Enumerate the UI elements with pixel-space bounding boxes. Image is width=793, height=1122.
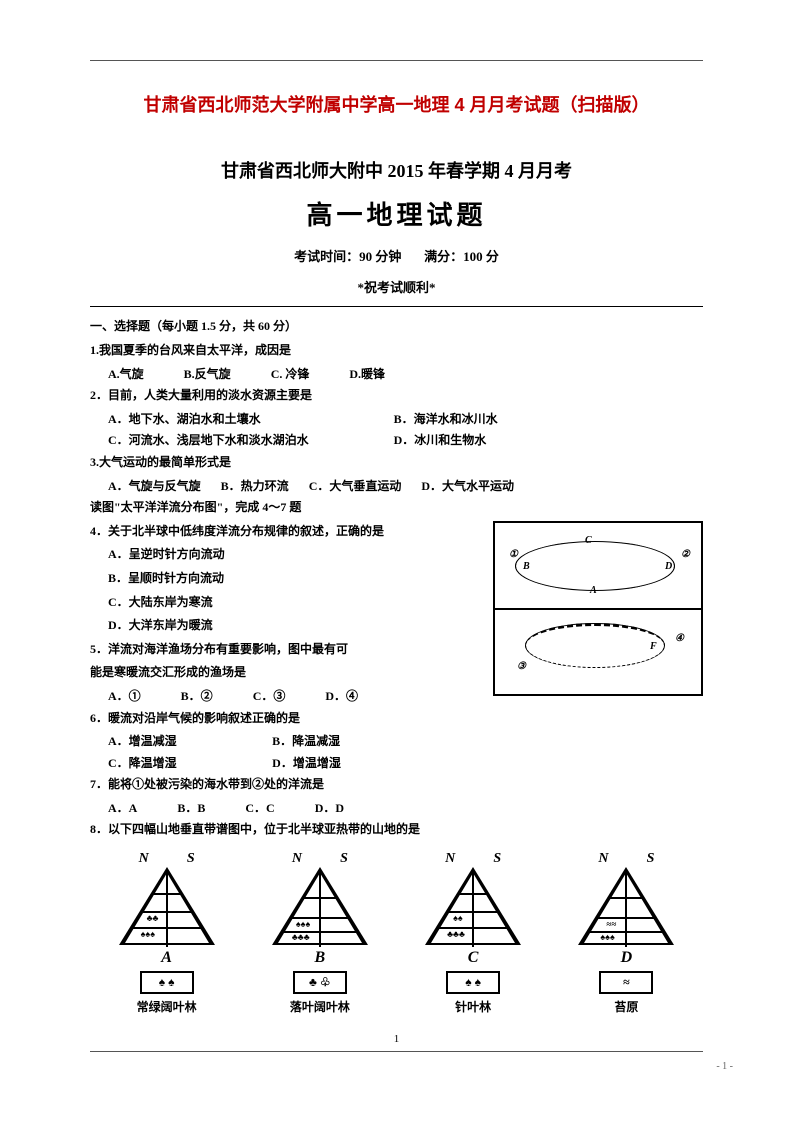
s-label: S bbox=[340, 851, 348, 867]
n-label: N bbox=[139, 851, 149, 867]
map-d: D bbox=[665, 561, 672, 572]
q5-c: C．③ bbox=[253, 686, 286, 708]
q2-opts: A．地下水、湖泊水和土壤水 B．海洋水和冰川水 C．河流水、浅层地下水和淡水湖泊… bbox=[90, 409, 703, 452]
q7-b: B．B bbox=[177, 798, 205, 820]
mountain-b: NS ♠♠♠ ♣♣♣ B ♣ ♧ 落叶阔叶林 bbox=[270, 851, 370, 1015]
legend-a-text: 常绿阔叶林 bbox=[137, 998, 197, 1015]
q4-c: C．大陆东岸为寒流 bbox=[90, 592, 485, 614]
q3-d: D．大气水平运动 bbox=[421, 476, 514, 498]
n-label: N bbox=[445, 851, 455, 867]
map-1: ① bbox=[509, 549, 518, 560]
q1-b: B.反气旋 bbox=[184, 364, 231, 386]
time-label: 考试时间：90 分钟 bbox=[294, 249, 401, 264]
q2-stem: 2．目前，人类大量利用的淡水资源主要是 bbox=[90, 385, 703, 407]
legend-b-sym: ♣ ♧ bbox=[293, 971, 347, 994]
q3-a: A．气旋与反气旋 bbox=[108, 476, 201, 498]
score-label: 满分：100 分 bbox=[424, 249, 499, 264]
page-num-corner: - 1 - bbox=[716, 1061, 733, 1072]
q1-d: D.暖锋 bbox=[349, 364, 385, 386]
q4-d: D．大洋东岸为暖流 bbox=[90, 615, 485, 637]
q5-stem2: 能是寒暖流交汇形成的渔场是 bbox=[90, 662, 485, 684]
mountain-c: NS ♠♠ ♣♣♣ C ♠ ♠ 针叶林 bbox=[423, 851, 523, 1015]
mountain-d: NS ≈≈ ♠♠♠ D ≈ 苔原 bbox=[576, 851, 676, 1015]
letter-a: A bbox=[161, 949, 172, 967]
q5-b: B．② bbox=[181, 686, 213, 708]
s-label: S bbox=[493, 851, 501, 867]
mountain-a: NS ♣♣ ♠♠♠ A ♠ ♠ 常绿阔叶林 bbox=[117, 851, 217, 1015]
q6-stem: 6．暖流对沿岸气候的影响叙述正确的是 bbox=[90, 708, 703, 730]
map-2: ② bbox=[681, 549, 690, 560]
legend-d-sym: ≈ bbox=[599, 971, 653, 994]
q1-a: A.气旋 bbox=[108, 364, 144, 386]
q6-c: C．降温增湿 bbox=[108, 753, 272, 775]
legend-d-text: 苔原 bbox=[614, 998, 638, 1015]
q7-stem: 7．能将①处被污染的海水带到②处的洋流是 bbox=[90, 774, 703, 796]
read-note: 读图"太平洋洋流分布图"，完成 4～7 题 bbox=[90, 497, 703, 519]
separator bbox=[90, 306, 703, 307]
ocean-current-map: C B D A F ① ② ③ ④ bbox=[493, 521, 703, 696]
q1-c: C. 冷锋 bbox=[271, 364, 310, 386]
q7-d: D．D bbox=[315, 798, 344, 820]
q2-a: A．地下水、湖泊水和土壤水 bbox=[108, 409, 394, 431]
q2-c: C．河流水、浅层地下水和淡水湖泊水 bbox=[108, 430, 394, 452]
letter-b: B bbox=[315, 949, 326, 967]
map-a: A bbox=[590, 585, 597, 596]
rule-bottom bbox=[90, 1051, 703, 1052]
q2-d: D．冰川和生物水 bbox=[394, 430, 680, 452]
q4-7-row: 4．关于北半球中低纬度洋流分布规律的叙述，正确的是 A．呈逆时针方向流动 B．呈… bbox=[90, 521, 703, 708]
q7-a: A．A bbox=[108, 798, 137, 820]
q5-opts: A．① B．② C．③ D．④ bbox=[90, 686, 485, 708]
q6-opts: A．增温减湿 B．降温减湿 C．降温增湿 D．增温增湿 bbox=[90, 731, 450, 774]
q3-c: C．大气垂直运动 bbox=[309, 476, 402, 498]
q1-stem: 1.我国夏季的台风来自太平洋，成因是 bbox=[90, 340, 703, 362]
q6-d: D．增温增湿 bbox=[272, 753, 436, 775]
letter-d: D bbox=[621, 949, 633, 967]
q5-d: D．④ bbox=[325, 686, 358, 708]
q3-opts: A．气旋与反气旋 B．热力环流 C．大气垂直运动 D．大气水平运动 bbox=[90, 476, 703, 498]
s-label: S bbox=[647, 851, 655, 867]
letter-c: C bbox=[468, 949, 479, 967]
q4-b: B．呈顺时针方向流动 bbox=[90, 568, 485, 590]
q1-opts: A.气旋 B.反气旋 C. 冷锋 D.暖锋 bbox=[90, 364, 703, 386]
wish-line: *祝考试顺利* bbox=[90, 277, 703, 296]
q7-opts: A．A B．B C．C D．D bbox=[90, 798, 703, 820]
mountain-diagrams: NS ♣♣ ♠♠♠ A ♠ ♠ 常绿阔叶林 NS ♠♠♠ ♣♣♣ B ♣ ♧ 落… bbox=[90, 851, 703, 1015]
q8-stem: 8．以下四幅山地垂直带谱图中，位于北半球亚热带的山地的是 bbox=[90, 819, 703, 841]
legend-b-text: 落叶阔叶林 bbox=[290, 998, 350, 1015]
school-line: 甘肃省西北师大附中 2015 年春学期 4 月月考 bbox=[90, 157, 703, 183]
map-f: F bbox=[650, 641, 657, 652]
map-3: ③ bbox=[517, 661, 526, 672]
legend-c-text: 针叶林 bbox=[455, 998, 491, 1015]
s-label: S bbox=[187, 851, 195, 867]
doc-title: 甘肃省西北师范大学附属中学高一地理 4 月月考试题（扫描版） bbox=[90, 91, 703, 117]
n-label: N bbox=[598, 851, 608, 867]
q6-a: A．增温减湿 bbox=[108, 731, 272, 753]
q4-a: A．呈逆时针方向流动 bbox=[90, 544, 485, 566]
legend-c-sym: ♠ ♠ bbox=[446, 971, 500, 994]
q2-b: B．海洋水和冰川水 bbox=[394, 409, 680, 431]
q4-stem: 4．关于北半球中低纬度洋流分布规律的叙述，正确的是 bbox=[90, 521, 485, 543]
map-4: ④ bbox=[675, 633, 684, 644]
n-label: N bbox=[292, 851, 302, 867]
map-b: B bbox=[523, 561, 530, 572]
rule-top bbox=[90, 60, 703, 61]
exam-title: 高一地理试题 bbox=[90, 195, 703, 232]
q5-stem: 5．洋流对海洋渔场分布有重要影响，图中最有可 bbox=[90, 639, 485, 661]
meta-line: 考试时间：90 分钟 满分：100 分 bbox=[90, 246, 703, 265]
q3-stem: 3.大气运动的最简单形式是 bbox=[90, 452, 703, 474]
q7-c: C．C bbox=[245, 798, 274, 820]
section-head: 一、选择题（每小题 1.5 分，共 60 分） bbox=[90, 317, 703, 334]
q6-b: B．降温减湿 bbox=[272, 731, 436, 753]
q5-a: A．① bbox=[108, 686, 141, 708]
legend-a-sym: ♠ ♠ bbox=[140, 971, 194, 994]
map-c: C bbox=[585, 535, 592, 546]
q3-b: B．热力环流 bbox=[221, 476, 289, 498]
page-num-center: 1 bbox=[90, 1033, 703, 1045]
